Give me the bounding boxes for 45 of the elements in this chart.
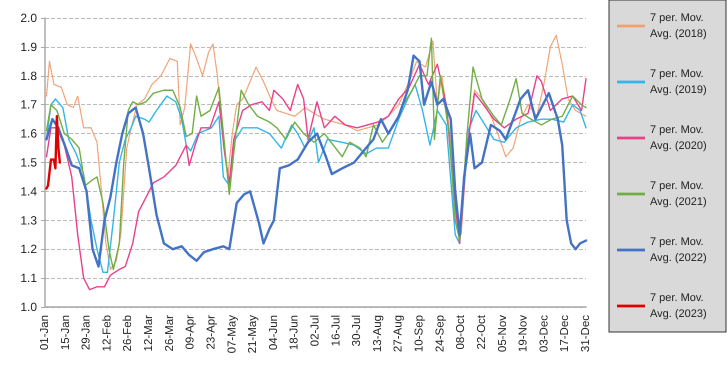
- x-tick-label: 26-Feb: [122, 315, 134, 352]
- y-tick-label: 1.3: [20, 213, 38, 228]
- x-tick-label: 31-Dec: [580, 314, 592, 352]
- x-tick-label: 03-Dec: [538, 314, 550, 352]
- y-tick-label: 1.6: [20, 126, 38, 141]
- x-tick-label: 02-Jul: [310, 315, 322, 346]
- y-tick-label: 1.9: [20, 40, 38, 54]
- y-tick-label: 1.2: [20, 242, 38, 256]
- x-tick-label: 16-Jul: [330, 315, 342, 346]
- x-tick-label: 29-Jan: [80, 315, 93, 350]
- legend-label: 7 per. Mov. Avg. (2022): [650, 236, 707, 264]
- y-tick-label: 1.4: [20, 184, 38, 198]
- y-tick-label: 1.8: [20, 68, 38, 83]
- y-tick-label: 1.1: [20, 271, 38, 286]
- x-tick-label: 30-Jul: [351, 315, 364, 346]
- x-tick-label: 05-Nov: [496, 314, 509, 352]
- y-tick-label: 1.0: [20, 300, 38, 314]
- legend-label: 7 per. Mov. Avg. (2018): [650, 12, 707, 40]
- x-tick-label: 08-Oct: [455, 314, 468, 350]
- legend-label: 7 per. Mov. Avg. (2019): [650, 68, 707, 96]
- x-tick-label: 19-Nov: [518, 314, 530, 352]
- x-tick-label: 26-Mar: [164, 314, 176, 352]
- y-tick-label: 1.7: [20, 98, 38, 112]
- x-tick-label: 07-May: [226, 314, 238, 354]
- legend-label: 7 per. Mov. Avg. (2021): [650, 180, 707, 208]
- x-tick-label: 21-May: [247, 314, 260, 354]
- x-tick-label: 09-Apr: [184, 314, 197, 350]
- y-tick-label: 2.0: [20, 11, 38, 25]
- x-tick-label: 15-Jan: [60, 315, 72, 350]
- y-tick-label: 1.5: [20, 156, 38, 170]
- legend-label: 7 per. Mov. Avg. (2020): [650, 124, 707, 152]
- x-tick-label: 18-Jun: [288, 315, 301, 350]
- line-series: [45, 115, 62, 190]
- x-tick-label: 27-Aug: [392, 315, 405, 352]
- x-tick-label: 17-Dec: [559, 314, 572, 352]
- x-tick-label: 12-Feb: [101, 315, 114, 352]
- x-tick-label: 12-Mar: [143, 314, 156, 352]
- x-tick-label: 23-Apr: [205, 314, 218, 350]
- x-tick-label: 13-Aug: [372, 315, 384, 352]
- x-tick-label: 04-Jun: [268, 315, 280, 350]
- x-tick-label: 24-Sep: [434, 315, 446, 352]
- x-tick-label: 01-Jan: [39, 315, 51, 350]
- x-tick-label: 22-Oct: [476, 314, 488, 350]
- x-tick-label: 10-Sep: [414, 315, 426, 352]
- legend-label: 7 per. Mov. Avg. (2023): [650, 292, 707, 320]
